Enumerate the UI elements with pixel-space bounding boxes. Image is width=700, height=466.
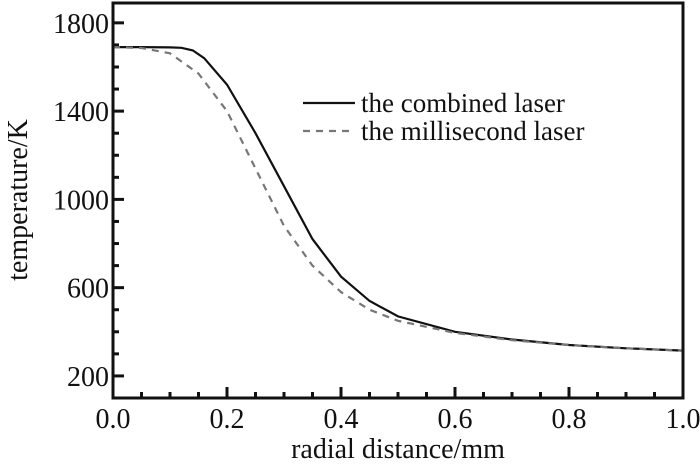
- plot-frame: [111, 1, 685, 400]
- y-tick-label: 1400: [53, 97, 109, 128]
- x-tick-label: 0.0: [96, 404, 131, 435]
- y-tick-label: 600: [67, 274, 109, 305]
- x-axis-label: radial distance/mm: [291, 434, 505, 465]
- y-tick-label: 1800: [53, 9, 109, 40]
- x-tick-label: 1.0: [666, 404, 700, 435]
- y-tick-label: 1000: [53, 185, 109, 216]
- series-line-combined-laser: [113, 46, 684, 352]
- legend-label: the combined laser: [361, 88, 565, 118]
- x-tick-label: 0.2: [210, 404, 245, 435]
- x-tick-label: 0.8: [552, 404, 587, 435]
- x-tick-label: 0.6: [438, 404, 473, 435]
- y-tick-label: 200: [67, 362, 109, 393]
- legend-label: the millisecond laser: [361, 116, 584, 146]
- series-line-millisecond-laser: [112, 46, 684, 352]
- y-axis-label: temperature/K: [3, 119, 34, 281]
- x-tick-label: 0.4: [324, 404, 359, 435]
